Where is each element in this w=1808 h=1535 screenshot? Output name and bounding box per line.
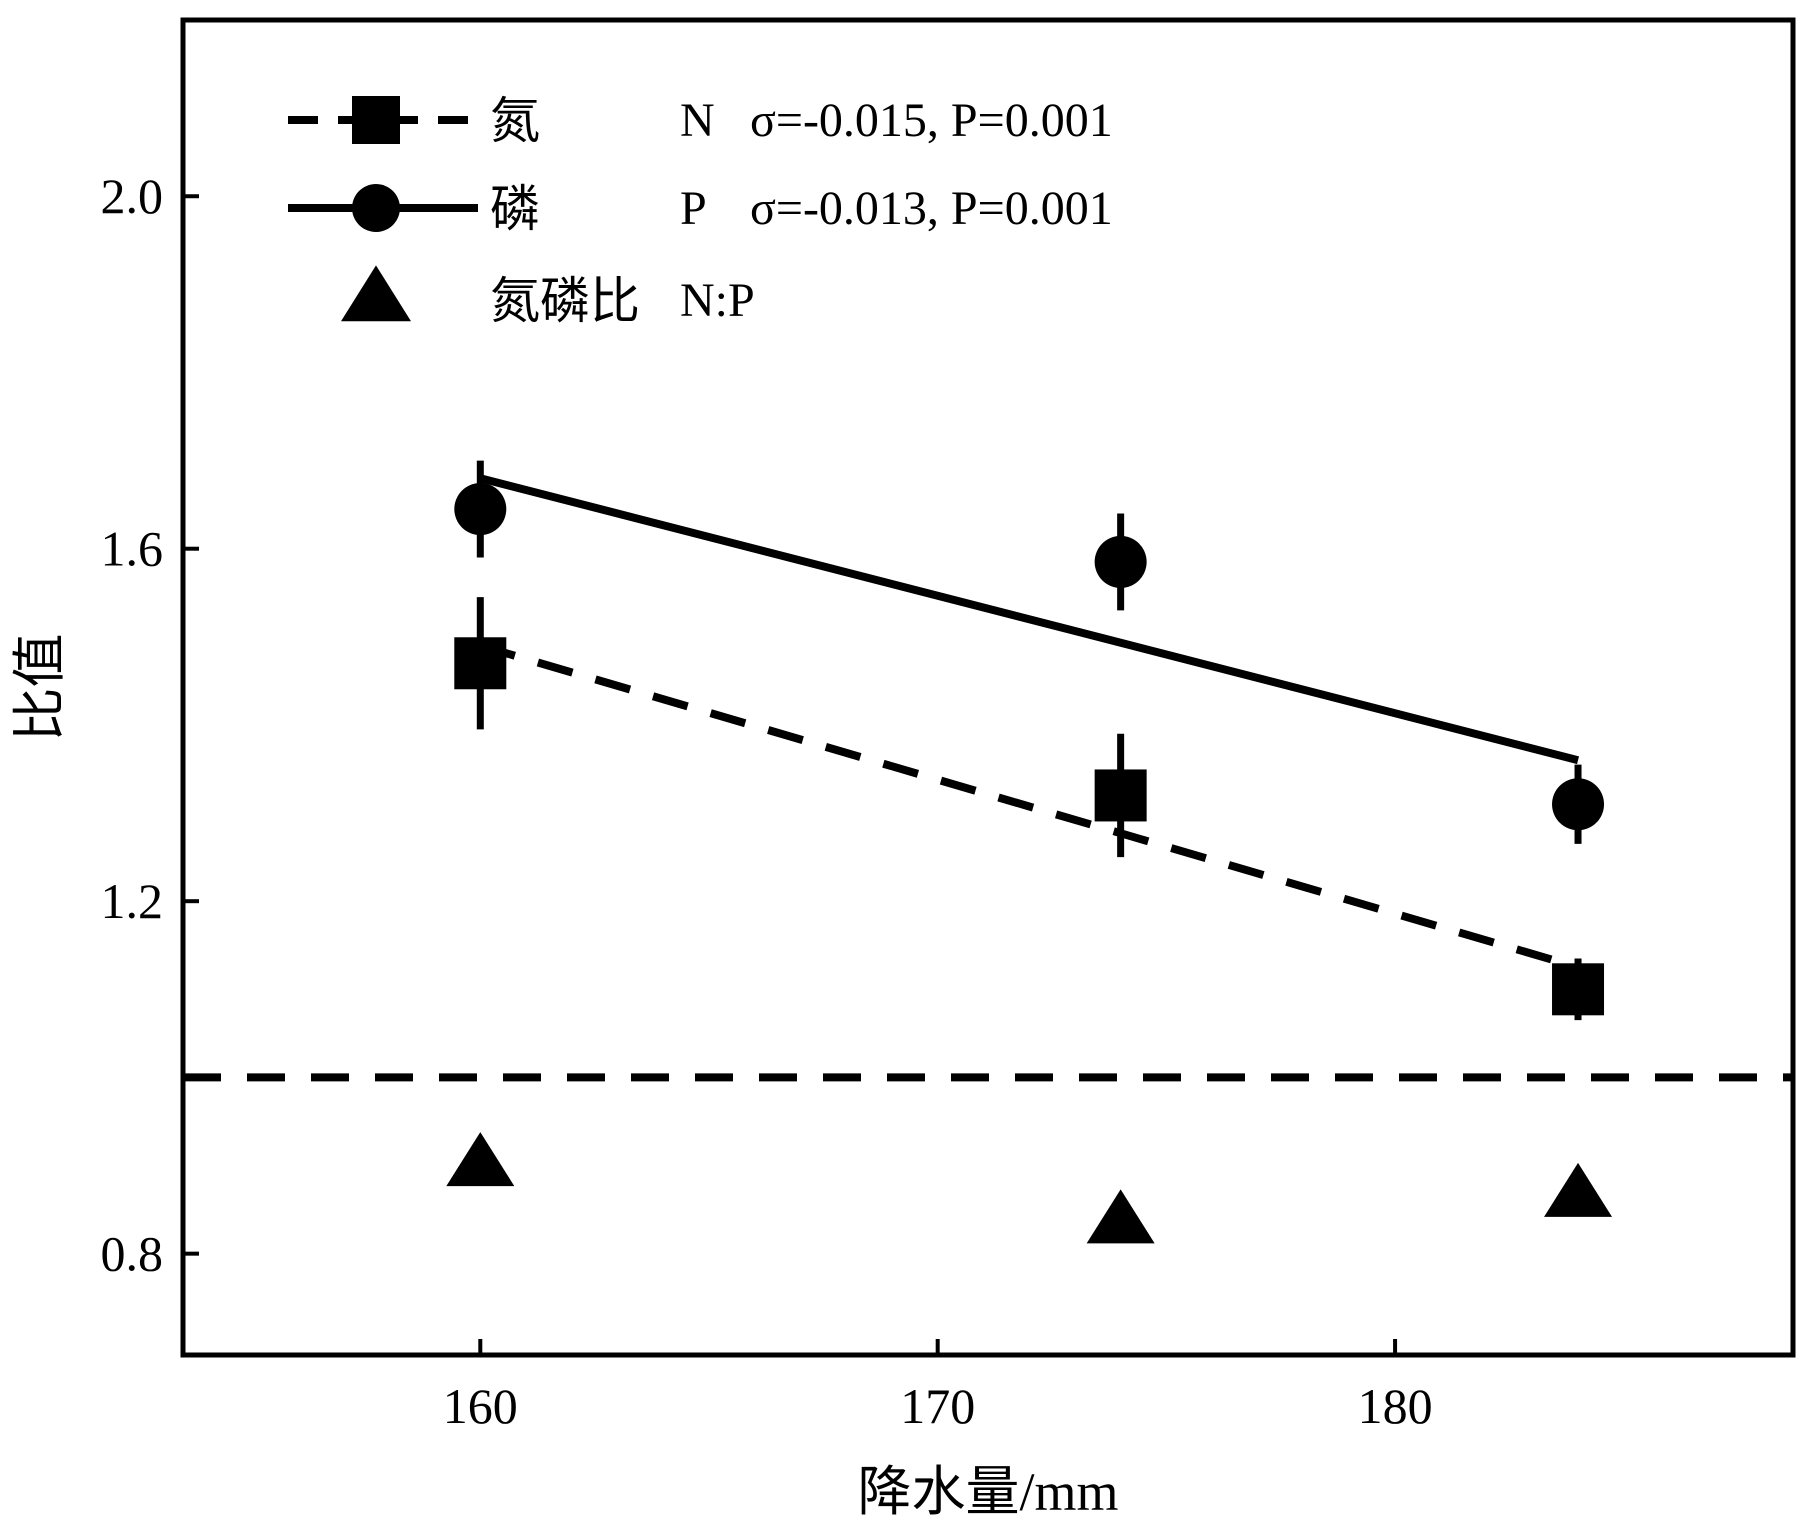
nitrogen-fit-line [479,641,1580,972]
y-tick-label: 1.2 [101,873,164,929]
nitrogen-point [454,637,507,690]
nitrogen-point [1094,769,1147,822]
y-tick-label: 2.0 [101,168,164,224]
np_ratio-point [446,1132,515,1187]
np_ratio-point [1086,1189,1155,1244]
y-tick-label: 0.8 [101,1226,164,1282]
legend-marker [352,96,400,144]
legend-marker [341,265,411,322]
legend-code: P [680,182,707,235]
legend-label: 磷 [490,180,540,238]
y-tick-label: 1.6 [101,521,164,577]
legend-code: N [680,94,715,147]
legend-marker [352,184,400,232]
legend-stat: σ=-0.015, P=0.001 [750,94,1113,147]
legend-stat: σ=-0.013, P=0.001 [750,182,1113,235]
phosphorus-point [1094,535,1147,588]
legend-code: N:P [680,274,755,327]
np_ratio-point [1544,1162,1613,1217]
y-axis-title: 比值 [10,634,70,742]
x-axis-title: 降水量/mm [857,1462,1118,1522]
nitrogen-point [1552,963,1605,1016]
legend-item-np_ratio: 氮磷比 N:P [341,265,755,330]
phosphorus-point [454,483,507,536]
x-tick-label: 160 [443,1378,518,1434]
x-tick-label: 180 [1358,1378,1433,1434]
legend-label: 氮磷比 [490,272,640,330]
legend-label: 氮 [490,92,540,150]
x-tick-label: 170 [900,1378,975,1434]
phosphorus-fit-line [479,474,1580,765]
plot-frame [180,17,1796,1358]
phosphorus-point [1552,778,1605,831]
